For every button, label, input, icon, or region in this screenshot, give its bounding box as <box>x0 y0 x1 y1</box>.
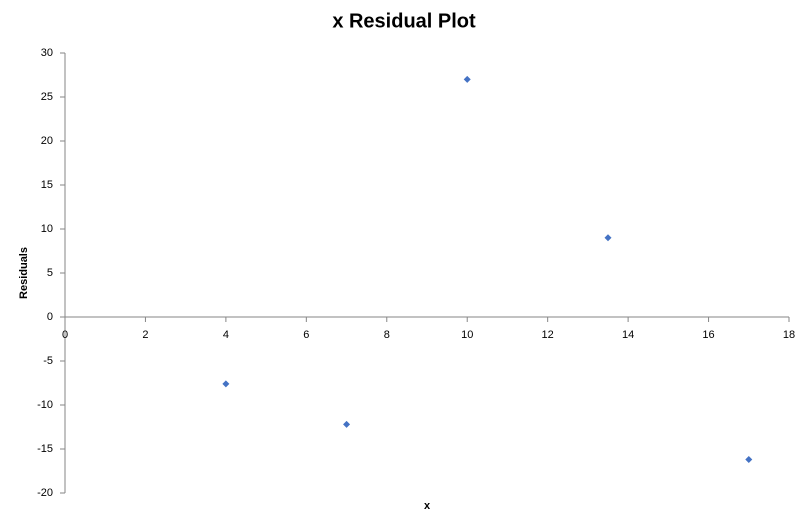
y-tick-label: 15 <box>41 179 53 191</box>
y-tick-label: -15 <box>37 443 53 455</box>
point <box>463 75 471 83</box>
y-tick-label: -20 <box>37 487 53 499</box>
x-tick-label: 18 <box>783 329 795 341</box>
y-tick-label: -5 <box>43 355 53 367</box>
point <box>222 380 230 388</box>
point <box>604 234 612 242</box>
y-tick-label: 10 <box>41 223 53 235</box>
x-tick-label: 10 <box>461 329 473 341</box>
x-tick-label: 16 <box>702 329 714 341</box>
y-axis-label: Residuals <box>18 247 30 299</box>
x-tick-label: 8 <box>384 329 390 341</box>
point <box>343 420 351 428</box>
y-tick-label: 0 <box>47 311 53 323</box>
y-tick-label: 30 <box>41 47 53 59</box>
y-tick-label: 5 <box>47 267 53 279</box>
x-tick-label: 12 <box>542 329 554 341</box>
x-tick-label: 4 <box>223 329 229 341</box>
y-tick-label: -10 <box>37 399 53 411</box>
point <box>745 456 753 464</box>
chart-title: x Residual Plot <box>332 10 476 32</box>
x-tick-label: 0 <box>62 329 68 341</box>
x-tick-label: 2 <box>142 329 148 341</box>
x-axis-label: x <box>424 500 431 512</box>
y-tick-label: 20 <box>41 135 53 147</box>
x-tick-label: 14 <box>622 329 634 341</box>
x-tick-label: 6 <box>303 329 309 341</box>
y-tick-label: 25 <box>41 91 53 103</box>
